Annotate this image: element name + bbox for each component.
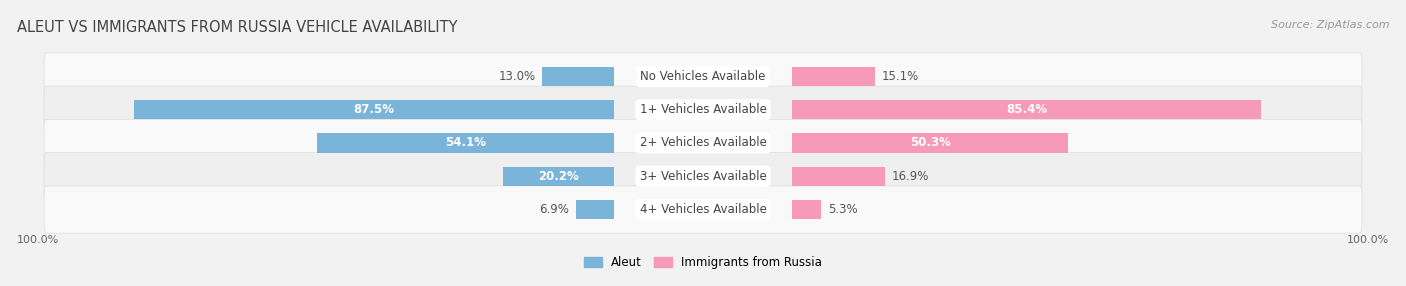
FancyBboxPatch shape [44, 186, 1362, 233]
Text: 20.2%: 20.2% [538, 170, 579, 183]
FancyBboxPatch shape [44, 53, 1362, 100]
Legend: Aleut, Immigrants from Russia: Aleut, Immigrants from Russia [583, 256, 823, 269]
Text: 4+ Vehicles Available: 4+ Vehicles Available [640, 203, 766, 216]
Bar [576, 200, 613, 219]
Text: 16.9%: 16.9% [891, 170, 929, 183]
Bar [543, 67, 613, 86]
Text: 3+ Vehicles Available: 3+ Vehicles Available [640, 170, 766, 183]
Bar [316, 133, 613, 153]
Bar [793, 200, 821, 219]
Bar [793, 167, 884, 186]
Text: Source: ZipAtlas.com: Source: ZipAtlas.com [1271, 20, 1389, 30]
Bar [134, 100, 613, 119]
FancyBboxPatch shape [44, 119, 1362, 167]
Bar [793, 133, 1069, 153]
Bar [793, 67, 875, 86]
Text: 2+ Vehicles Available: 2+ Vehicles Available [640, 136, 766, 150]
Text: 15.1%: 15.1% [882, 70, 918, 83]
FancyBboxPatch shape [44, 153, 1362, 200]
Text: 50.3%: 50.3% [910, 136, 950, 150]
FancyBboxPatch shape [44, 86, 1362, 133]
Text: 5.3%: 5.3% [828, 203, 858, 216]
Text: 85.4%: 85.4% [1007, 103, 1047, 116]
Text: 87.5%: 87.5% [353, 103, 394, 116]
Text: 100.0%: 100.0% [1347, 235, 1389, 245]
Text: No Vehicles Available: No Vehicles Available [640, 70, 766, 83]
Bar [503, 167, 613, 186]
Text: ALEUT VS IMMIGRANTS FROM RUSSIA VEHICLE AVAILABILITY: ALEUT VS IMMIGRANTS FROM RUSSIA VEHICLE … [17, 20, 457, 35]
Text: 13.0%: 13.0% [499, 70, 536, 83]
Bar [793, 100, 1261, 119]
Text: 1+ Vehicles Available: 1+ Vehicles Available [640, 103, 766, 116]
Text: 6.9%: 6.9% [540, 203, 569, 216]
Text: 54.1%: 54.1% [444, 136, 486, 150]
Text: 100.0%: 100.0% [17, 235, 59, 245]
